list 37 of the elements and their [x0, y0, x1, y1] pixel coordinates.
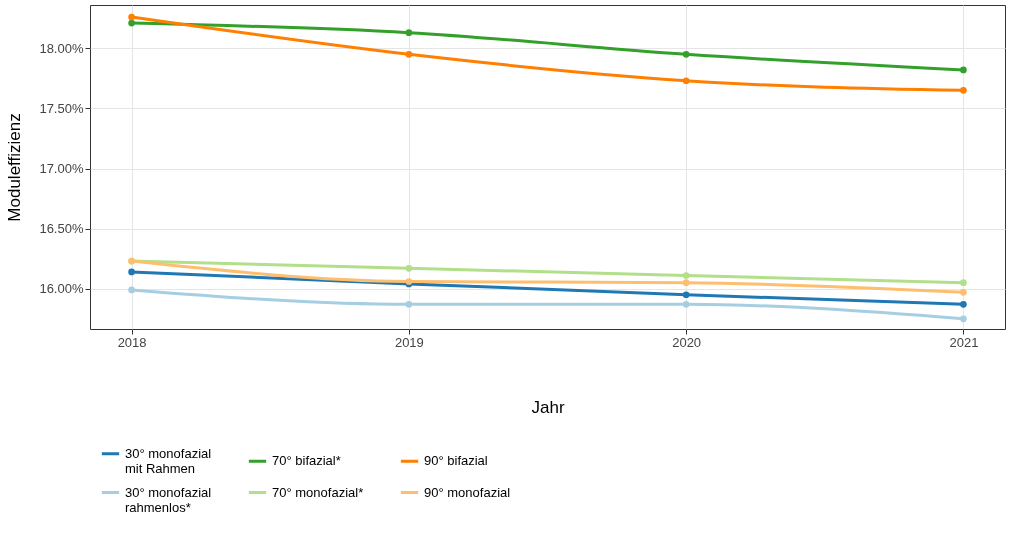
y-tick-label: 18.00% [39, 40, 84, 56]
point [128, 13, 135, 21]
point [405, 29, 413, 36]
legend-label: 70° monofazial* [272, 484, 364, 500]
point [960, 87, 967, 94]
point [128, 268, 135, 276]
point [682, 50, 690, 58]
legend-label: 30° monofazial rahmenlos* [125, 484, 212, 515]
y-tick-label: 17.50% [39, 100, 84, 116]
y-tick-label: 17.00% [39, 161, 84, 176]
point [682, 272, 690, 279]
point [960, 279, 967, 287]
point [682, 291, 690, 299]
point [682, 301, 690, 308]
x-tick-label: 2020 [672, 334, 702, 350]
x-tick-label: 2021 [949, 334, 979, 350]
point [405, 301, 413, 308]
x-tick-label: 2018 [117, 334, 147, 350]
point [960, 66, 967, 74]
x-axis-title: Jahr [531, 397, 565, 417]
legend-label: 90° monofazial [424, 484, 511, 500]
point [960, 301, 967, 308]
point [682, 279, 690, 287]
y-axis-title: Moduleffizienz [5, 113, 25, 222]
x-tick-label: 2019 [394, 334, 424, 350]
point [960, 288, 967, 296]
point [128, 286, 135, 294]
y-tick-label: 16.00% [39, 281, 84, 297]
y-tick-label: 16.50% [39, 221, 84, 237]
point [405, 264, 413, 272]
legend-label: 30° monofazial mit Rahmen [125, 445, 212, 476]
point [682, 77, 690, 85]
point [960, 315, 967, 323]
point [405, 50, 413, 58]
legend-label: 90° bifazial [424, 453, 488, 469]
point [128, 19, 135, 27]
legend-label: 70° bifazial* [272, 453, 341, 469]
